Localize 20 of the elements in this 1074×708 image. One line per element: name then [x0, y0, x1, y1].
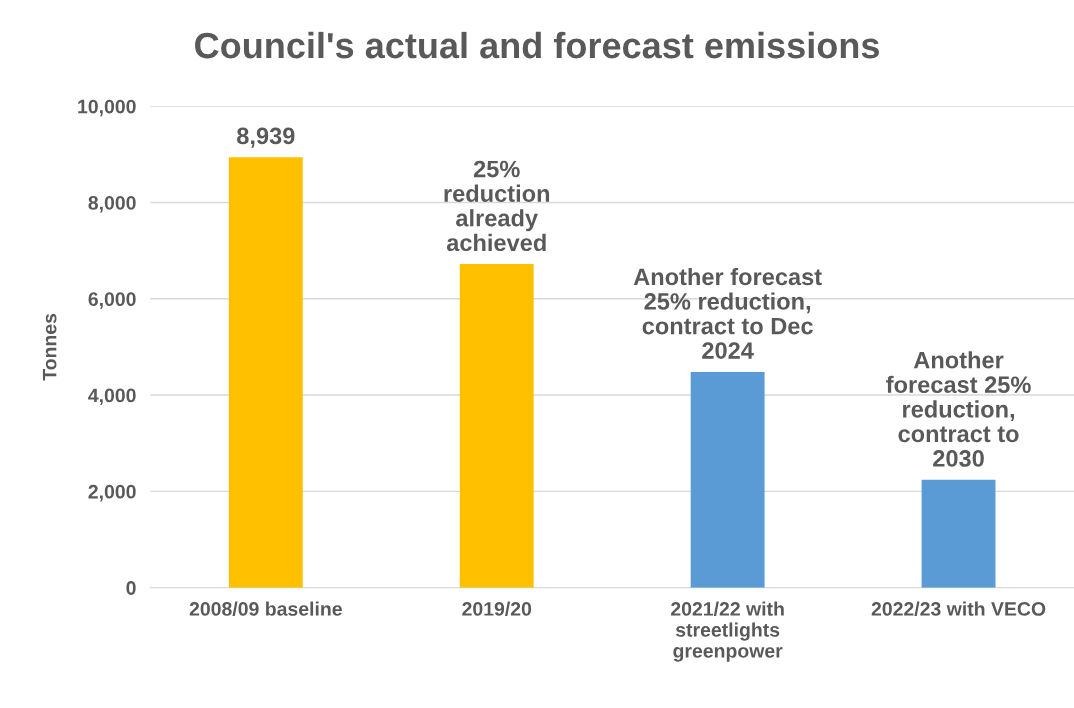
x-tick-label: 2022/23 with VECO — [871, 601, 1046, 617]
y-tick-label: 8,000 — [88, 195, 136, 213]
data-label: 8,939 — [237, 127, 295, 148]
annotation: Another forecast 25% reduction, contract to 2030 — [886, 351, 1031, 467]
y-tick-label: 0 — [126, 581, 136, 595]
annotation: 25% reduction already achieved — [444, 160, 550, 252]
y-tick-label: 2,000 — [88, 484, 136, 502]
bar — [459, 264, 534, 588]
y-tick-label: 4,000 — [88, 388, 136, 406]
x-tick-label: 2021/22 with streetlights greenpower — [671, 601, 784, 662]
annotation: Another forecast 25% reduction, contract to Dec 2024 — [633, 267, 822, 359]
x-tick-label: 2008/09 baseline — [189, 601, 342, 617]
chart-title: Council's actual and forecast emissions — [195, 31, 879, 59]
y-tick-label: 6,000 — [88, 292, 136, 309]
y-axis-title: Tonnes — [42, 313, 57, 381]
y-tick-label: 10,000 — [78, 99, 136, 117]
bar — [690, 371, 765, 588]
x-tick-label: 2019/20 — [462, 601, 532, 617]
bar — [228, 157, 303, 588]
bar — [921, 479, 996, 588]
